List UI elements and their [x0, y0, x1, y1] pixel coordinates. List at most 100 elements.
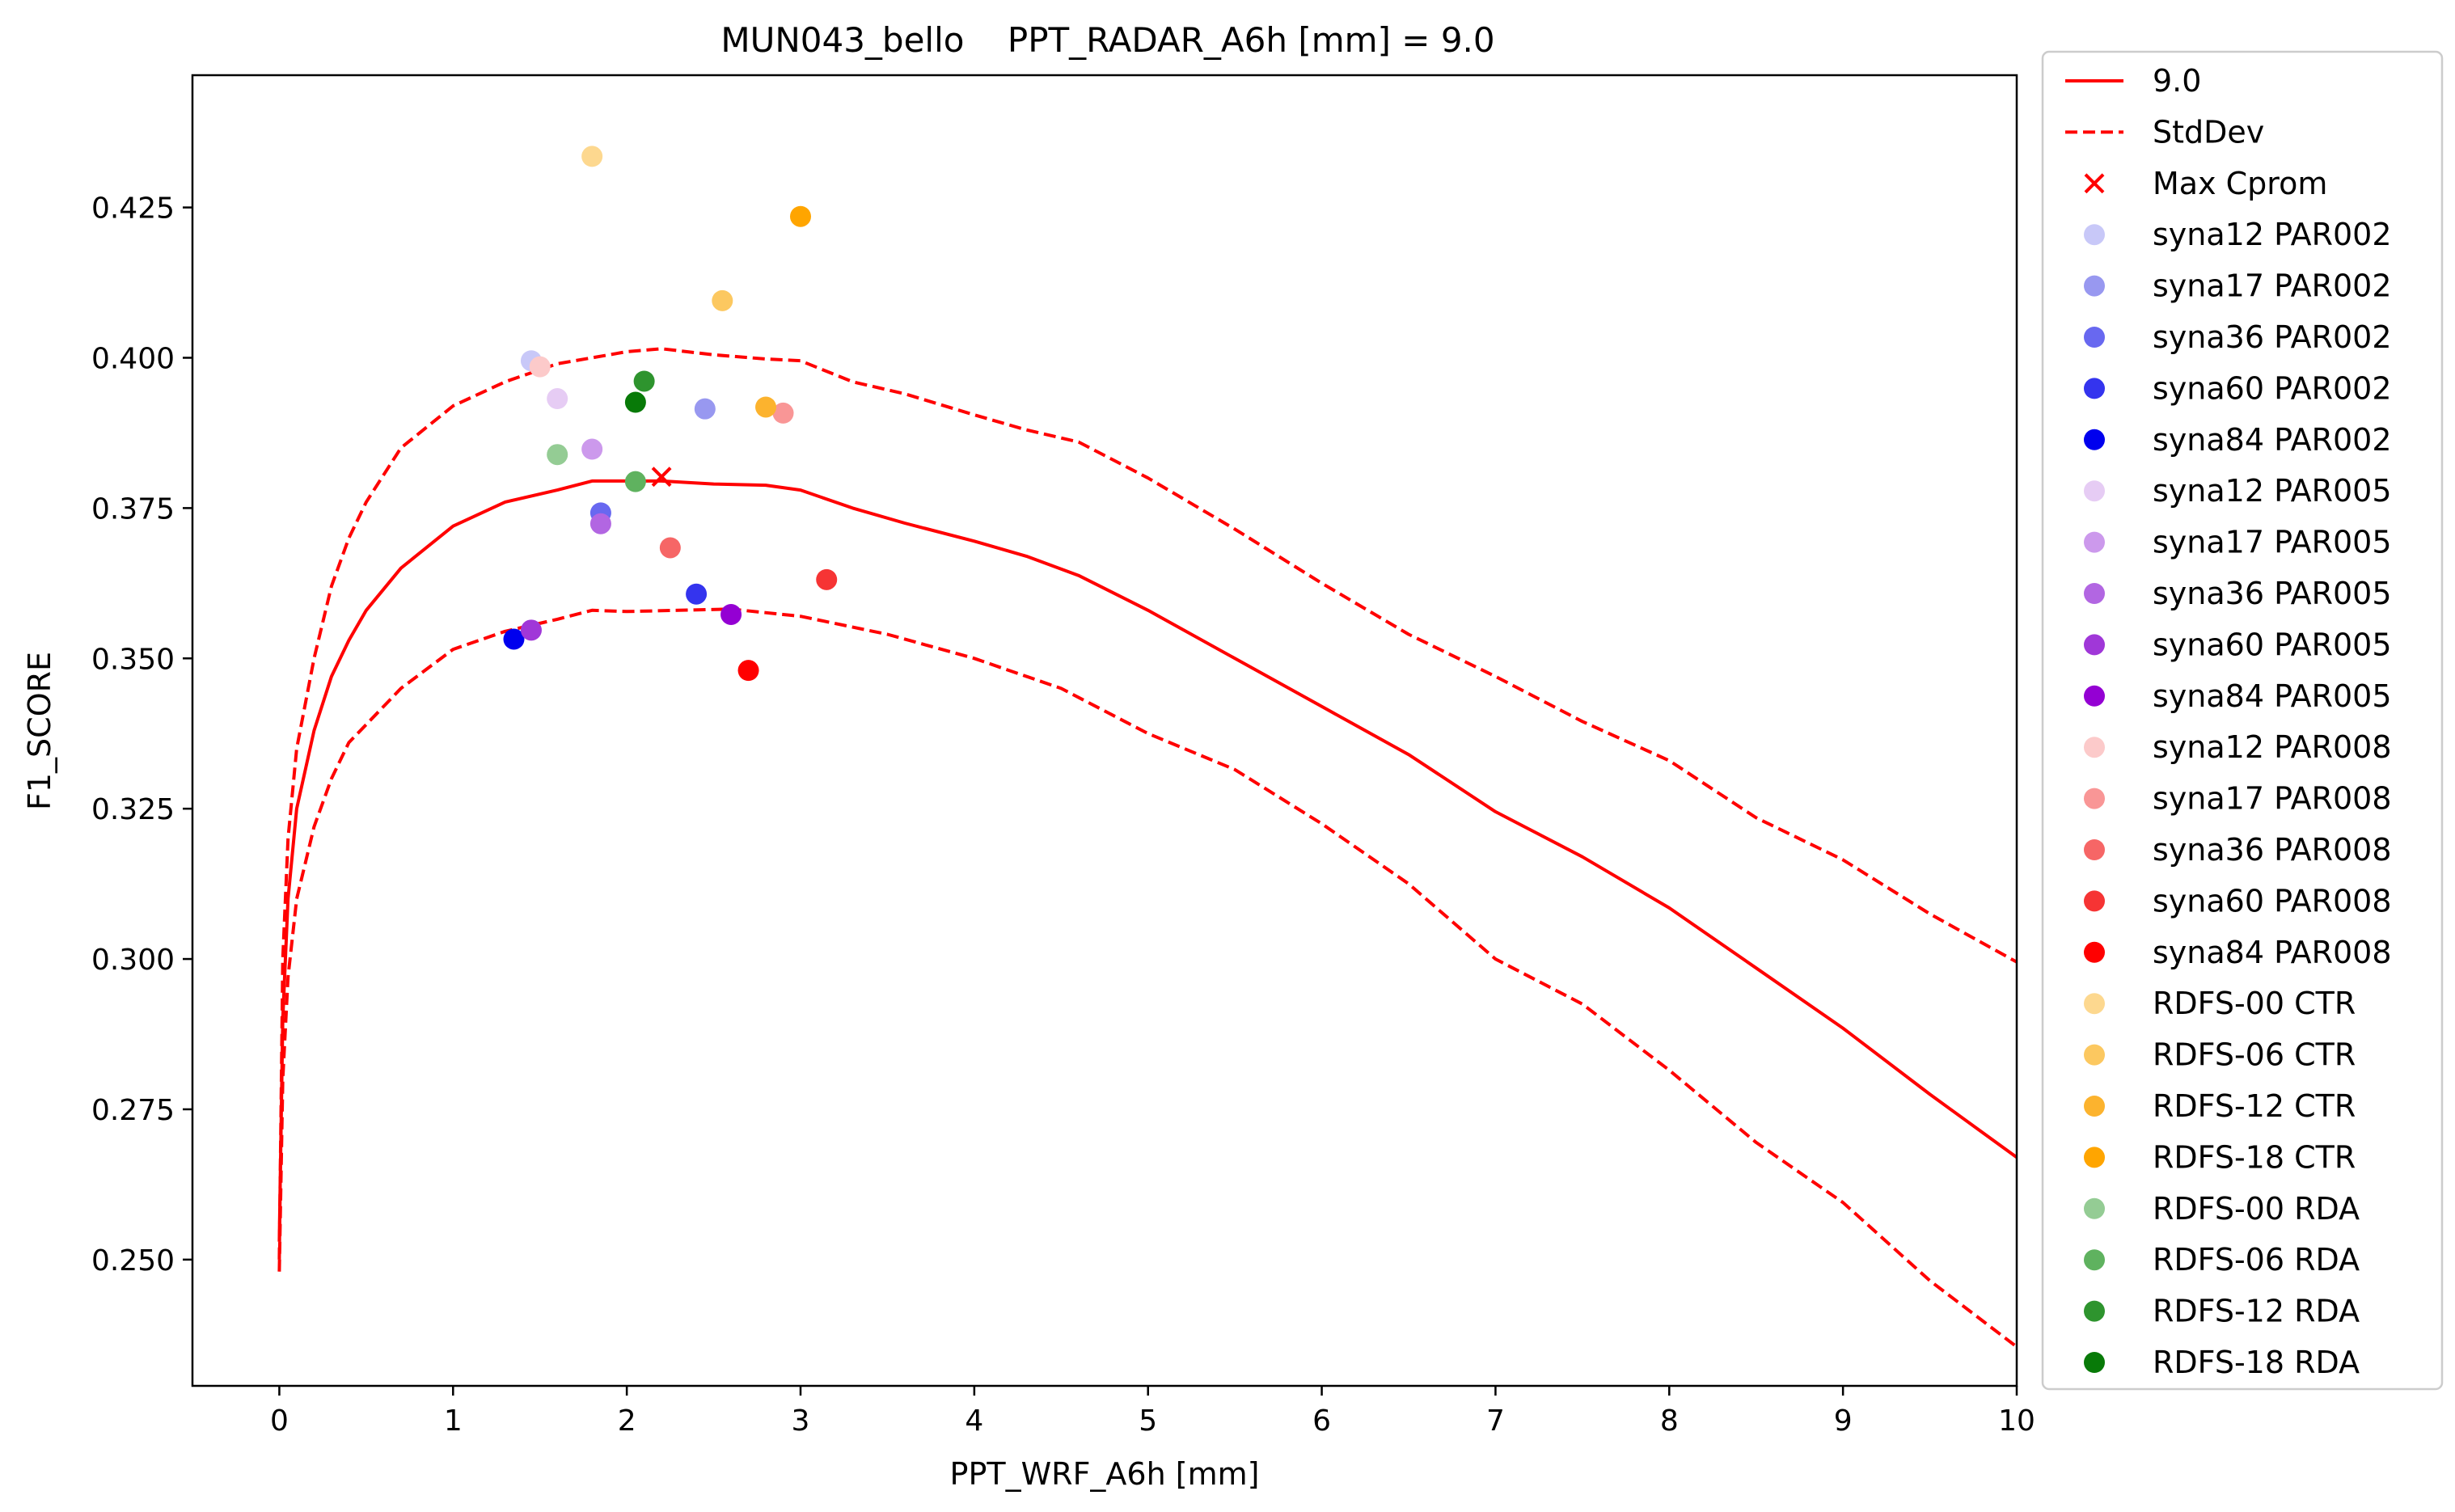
scatter-point-13 [816, 568, 838, 590]
legend-item: syna12 PAR005 [2084, 473, 2392, 509]
scatter-point-12 [659, 537, 681, 559]
legend-symbol-dot [2084, 1044, 2105, 1066]
scatter-point-7 [589, 513, 611, 534]
legend-symbol-dot [2084, 993, 2105, 1015]
legend-symbol-dot [2084, 737, 2105, 758]
legend-symbol-dot [2084, 1096, 2105, 1117]
legend-label: RDFS-06 RDA [2153, 1242, 2360, 1278]
legend-item: syna36 PAR008 [2084, 832, 2392, 868]
legend-label: syna60 PAR005 [2153, 627, 2392, 662]
scatter-point-16 [712, 289, 733, 311]
x-tick-label: 8 [1660, 1404, 1679, 1438]
legend-label: syna12 PAR008 [2153, 729, 2392, 765]
legend-item: 9.0 [2065, 63, 2201, 99]
legend-symbol-dot [2084, 788, 2105, 809]
legend-symbol-dot [2084, 531, 2105, 553]
x-tick-label: 0 [270, 1404, 289, 1438]
x-tick-label: 7 [1486, 1404, 1505, 1438]
legend-item: RDFS-18 CTR [2084, 1139, 2356, 1175]
legend-label: RDFS-06 CTR [2153, 1037, 2356, 1073]
x-axis-label: PPT_WRF_A6h [mm] [950, 1456, 1260, 1492]
scatter-point-8 [520, 619, 542, 641]
plot-area [277, 146, 2017, 1349]
legend-label: syna17 PAR002 [2153, 268, 2392, 304]
legend-label: syna60 PAR008 [2153, 883, 2392, 919]
series-line-2 [277, 607, 2017, 1349]
y-tick-label: 0.275 [91, 1094, 175, 1127]
scatter-point-9 [720, 603, 742, 625]
scatter-point-6 [581, 438, 603, 460]
scatter-point-3 [686, 583, 708, 605]
legend-label: syna36 PAR005 [2153, 576, 2392, 611]
y-tick-label: 0.325 [91, 793, 175, 826]
scatter-layer [503, 146, 838, 682]
legend-label: syna12 PAR005 [2153, 473, 2392, 509]
legend-symbol-dot [2084, 839, 2105, 860]
legend-symbol-dot [2084, 890, 2105, 912]
legend-item: syna17 PAR008 [2084, 781, 2392, 817]
legend-label: syna84 PAR005 [2153, 678, 2392, 714]
legend-item: syna60 PAR002 [2084, 370, 2392, 406]
legend: 9.0 StdDev Max Cprom syna12 PAR002 syna17 PA… [2041, 50, 2444, 1391]
scatter-point-1 [694, 398, 716, 420]
scatter-point-19 [547, 444, 568, 466]
legend-item: RDFS-12 CTR [2084, 1088, 2356, 1124]
legend-symbol-dot [2084, 1300, 2105, 1322]
y-tick-label: 0.400 [91, 342, 175, 375]
legend-symbol-dot [2084, 224, 2105, 246]
legend-item: RDFS-00 CTR [2084, 986, 2356, 1021]
y-tick-label: 0.375 [91, 492, 175, 526]
legend-label: syna84 PAR002 [2153, 422, 2392, 458]
legend-label: StdDev [2153, 114, 2264, 150]
legend-item: RDFS-06 CTR [2084, 1037, 2356, 1073]
legend-symbol-dot [2084, 1147, 2105, 1168]
scatter-point-10 [529, 356, 551, 378]
x-tick-label: 1 [444, 1404, 463, 1438]
x-tick-label: 3 [792, 1404, 810, 1438]
legend-symbol-dot [2084, 429, 2105, 450]
legend-label: RDFS-12 RDA [2153, 1294, 2360, 1329]
legend-item: syna12 PAR002 [2084, 217, 2392, 252]
scatter-point-14 [737, 660, 759, 682]
lines-layer [277, 347, 2017, 1349]
scatter-point-11 [772, 402, 794, 424]
legend-symbol-dot [2084, 1352, 2105, 1373]
scatter-point-17 [755, 396, 777, 418]
legend-label: RDFS-00 RDA [2153, 1191, 2360, 1227]
legend-symbol-dot [2084, 1197, 2105, 1219]
legend-symbol-dot [2084, 685, 2105, 707]
legend-label: RDFS-00 CTR [2153, 986, 2356, 1021]
legend-item: RDFS-00 RDA [2084, 1191, 2360, 1227]
legend-label: syna36 PAR002 [2153, 319, 2392, 355]
legend-label: syna17 PAR008 [2153, 781, 2392, 817]
scatter-point-20 [624, 471, 646, 492]
legend-label: RDFS-18 RDA [2153, 1345, 2360, 1380]
legend-label: syna17 PAR005 [2153, 525, 2392, 560]
x-axis: 0 1 2 3 4 5 6 7 8 9 10 [270, 1386, 2035, 1438]
series-line-1 [277, 347, 2017, 1260]
y-tick-label: 0.350 [91, 643, 175, 676]
legend-item: syna17 PAR002 [2084, 268, 2392, 304]
legend-frame [2041, 50, 2444, 1391]
legend-label: 9.0 [2153, 63, 2201, 99]
legend-item: Max Cprom [2084, 166, 2327, 201]
legend-label: syna36 PAR008 [2153, 832, 2392, 868]
scatter-point-18 [790, 205, 811, 227]
y-axis-label: F1_SCORE [22, 652, 57, 810]
x-tick-label: 2 [618, 1404, 636, 1438]
legend-item: syna84 PAR002 [2084, 422, 2392, 458]
legend-items: 9.0 StdDev Max Cprom syna12 PAR002 syna17 PA… [2065, 63, 2392, 1380]
y-tick-label: 0.300 [91, 944, 175, 977]
legend-item: syna60 PAR005 [2084, 627, 2392, 662]
legend-symbol-dot [2084, 275, 2105, 297]
legend-item: RDFS-06 RDA [2084, 1242, 2360, 1278]
legend-symbol-dot [2084, 583, 2105, 604]
chart-title: MUN043_bello PPT_RADAR_A6h [mm] = 9.0 [720, 20, 1494, 60]
legend-item: RDFS-18 RDA [2084, 1345, 2360, 1380]
x-tick-label: 9 [1834, 1404, 1853, 1438]
legend-item: syna60 PAR008 [2084, 883, 2392, 919]
scatter-point-22 [624, 391, 646, 413]
legend-item: syna84 PAR005 [2084, 678, 2392, 714]
legend-label: syna60 PAR002 [2153, 370, 2392, 406]
